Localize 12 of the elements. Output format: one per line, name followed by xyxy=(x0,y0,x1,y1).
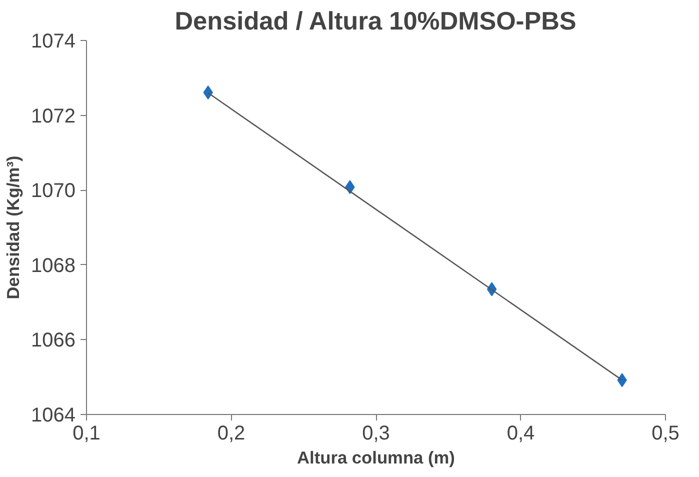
x-tick-label: 0,5 xyxy=(652,422,680,444)
y-tick-label: 1070 xyxy=(31,180,76,202)
chart-title: Densidad / Altura 10%DMSO-PBS xyxy=(174,8,576,36)
y-tick-label: 1066 xyxy=(31,330,76,352)
x-axis-title: Altura columna (m) xyxy=(297,448,455,468)
y-tick-label: 1072 xyxy=(31,105,76,128)
y-tick-label: 1068 xyxy=(31,254,76,277)
y-axis-title: Densidad (Kg/m³) xyxy=(3,156,24,300)
x-tick-label: 0,2 xyxy=(217,422,246,444)
y-tick-label: 1074 xyxy=(31,30,76,52)
x-tick-label: 0,3 xyxy=(362,422,390,444)
x-tick-label: 0,4 xyxy=(506,422,535,444)
